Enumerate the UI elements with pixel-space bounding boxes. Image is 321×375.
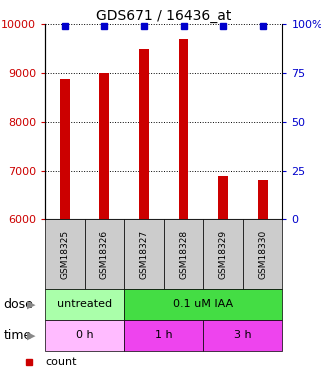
Bar	[218, 176, 228, 219]
Text: untreated: untreated	[57, 299, 112, 309]
Bar	[124, 219, 164, 289]
Text: GSM18325: GSM18325	[60, 230, 69, 279]
Bar	[45, 320, 124, 351]
Text: GSM18329: GSM18329	[219, 230, 228, 279]
Text: GSM18328: GSM18328	[179, 230, 188, 279]
Text: ▶: ▶	[27, 330, 36, 340]
Text: dose: dose	[3, 298, 33, 311]
Bar	[258, 180, 268, 219]
Bar	[164, 219, 203, 289]
Text: GSM18326: GSM18326	[100, 230, 109, 279]
Text: count: count	[45, 357, 76, 367]
Bar	[139, 49, 149, 219]
Bar	[45, 219, 84, 289]
Text: 1 h: 1 h	[155, 330, 172, 340]
Bar	[178, 39, 188, 219]
Bar	[203, 320, 282, 351]
Bar	[84, 219, 124, 289]
Bar	[124, 320, 203, 351]
Text: 0.1 uM IAA: 0.1 uM IAA	[173, 299, 233, 309]
Bar	[60, 80, 70, 219]
Text: GSM18330: GSM18330	[258, 230, 267, 279]
Bar	[203, 219, 243, 289]
Text: GSM18327: GSM18327	[139, 230, 148, 279]
Text: 0 h: 0 h	[76, 330, 93, 340]
Bar	[100, 73, 109, 219]
Title: GDS671 / 16436_at: GDS671 / 16436_at	[96, 9, 231, 23]
Text: ▶: ▶	[27, 299, 36, 309]
Text: 3 h: 3 h	[234, 330, 252, 340]
Text: time: time	[3, 329, 31, 342]
Bar	[124, 289, 282, 320]
Bar	[45, 289, 124, 320]
Bar	[243, 219, 282, 289]
